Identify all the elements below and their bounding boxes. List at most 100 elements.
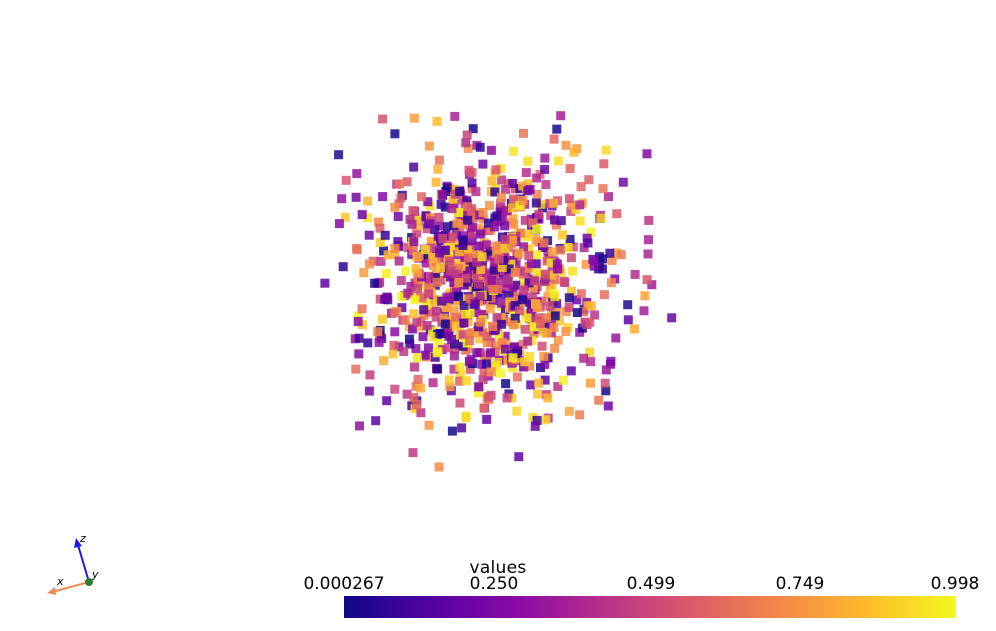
data-point [630,324,639,334]
data-point [589,256,599,266]
data-point [556,216,566,226]
data-point [510,268,520,278]
data-point [647,280,657,290]
data-point [579,307,588,317]
data-point [491,165,501,175]
data-point [435,155,444,165]
data-point [450,339,459,349]
data-point [416,322,426,332]
data-point [474,322,484,332]
data-point [354,349,364,359]
data-point [409,309,419,319]
data-point [541,180,551,189]
x-axis-arrow [51,581,90,593]
data-point [402,389,412,399]
data-point [469,213,479,223]
data-point [493,217,503,227]
data-point [478,327,488,337]
y-axis-marker [85,578,93,586]
data-point [459,300,469,310]
data-point [579,353,589,363]
data-point [449,351,459,361]
data-point [424,141,434,151]
data-point [478,375,488,385]
data-point [412,228,422,238]
data-point [378,314,387,324]
data-point [359,268,369,278]
data-point [590,310,600,320]
data-point [416,408,426,418]
data-point [515,306,525,316]
data-point [549,323,559,332]
data-point [506,259,516,269]
data-point [501,379,511,389]
data-point [475,291,485,301]
data-point [575,200,585,210]
data-point [456,369,465,379]
data-point [412,400,422,409]
data-point [424,343,433,353]
data-point [525,184,535,194]
data-point [490,271,499,281]
data-point [382,396,392,406]
data-point [503,278,513,288]
data-point [430,225,440,235]
data-point [550,292,560,302]
data-point [428,326,438,336]
data-point [542,328,552,338]
data-point [465,329,475,338]
data-point [416,383,425,393]
data-point [550,343,559,353]
z-axis-label: z [79,532,86,545]
data-point [568,266,578,276]
data-point [487,275,497,285]
data-point [420,245,430,255]
data-point [381,269,391,279]
data-point [455,376,465,386]
data-point [510,313,520,323]
data-point [340,212,350,222]
data-point [553,335,563,345]
data-point [404,334,414,344]
data-point [413,284,423,293]
data-point [483,218,493,228]
data-point [487,176,497,186]
data-point [437,296,447,306]
data-point [510,301,520,310]
data-point [499,284,509,294]
data-point [353,317,363,326]
data-point [465,336,474,346]
data-point [534,210,544,219]
data-point [564,194,574,204]
data-point [419,305,429,315]
data-point [376,256,386,266]
data-point [427,236,437,246]
data-point [338,262,348,272]
data-point [514,248,524,258]
scalar-bar-tick-1: 0.250 [469,574,519,594]
data-point [586,301,596,311]
data-point [406,281,416,291]
data-point [432,277,442,287]
data-point [586,357,596,367]
data-point [357,304,367,314]
data-point [519,242,529,252]
data-point [575,216,585,226]
data-point [598,264,607,274]
data-point [445,256,455,266]
data-point [442,303,452,313]
scalar-bar-tick-3: 0.749 [775,574,825,594]
data-point [539,351,549,361]
data-point [405,339,415,349]
data-point [545,283,555,293]
data-point [566,206,576,216]
data-point [517,295,527,305]
data-point [553,382,563,391]
data-point [423,197,433,207]
data-point [508,194,518,204]
data-point [556,111,566,121]
data-point [516,228,526,238]
data-point [527,259,536,269]
data-point [452,218,462,228]
